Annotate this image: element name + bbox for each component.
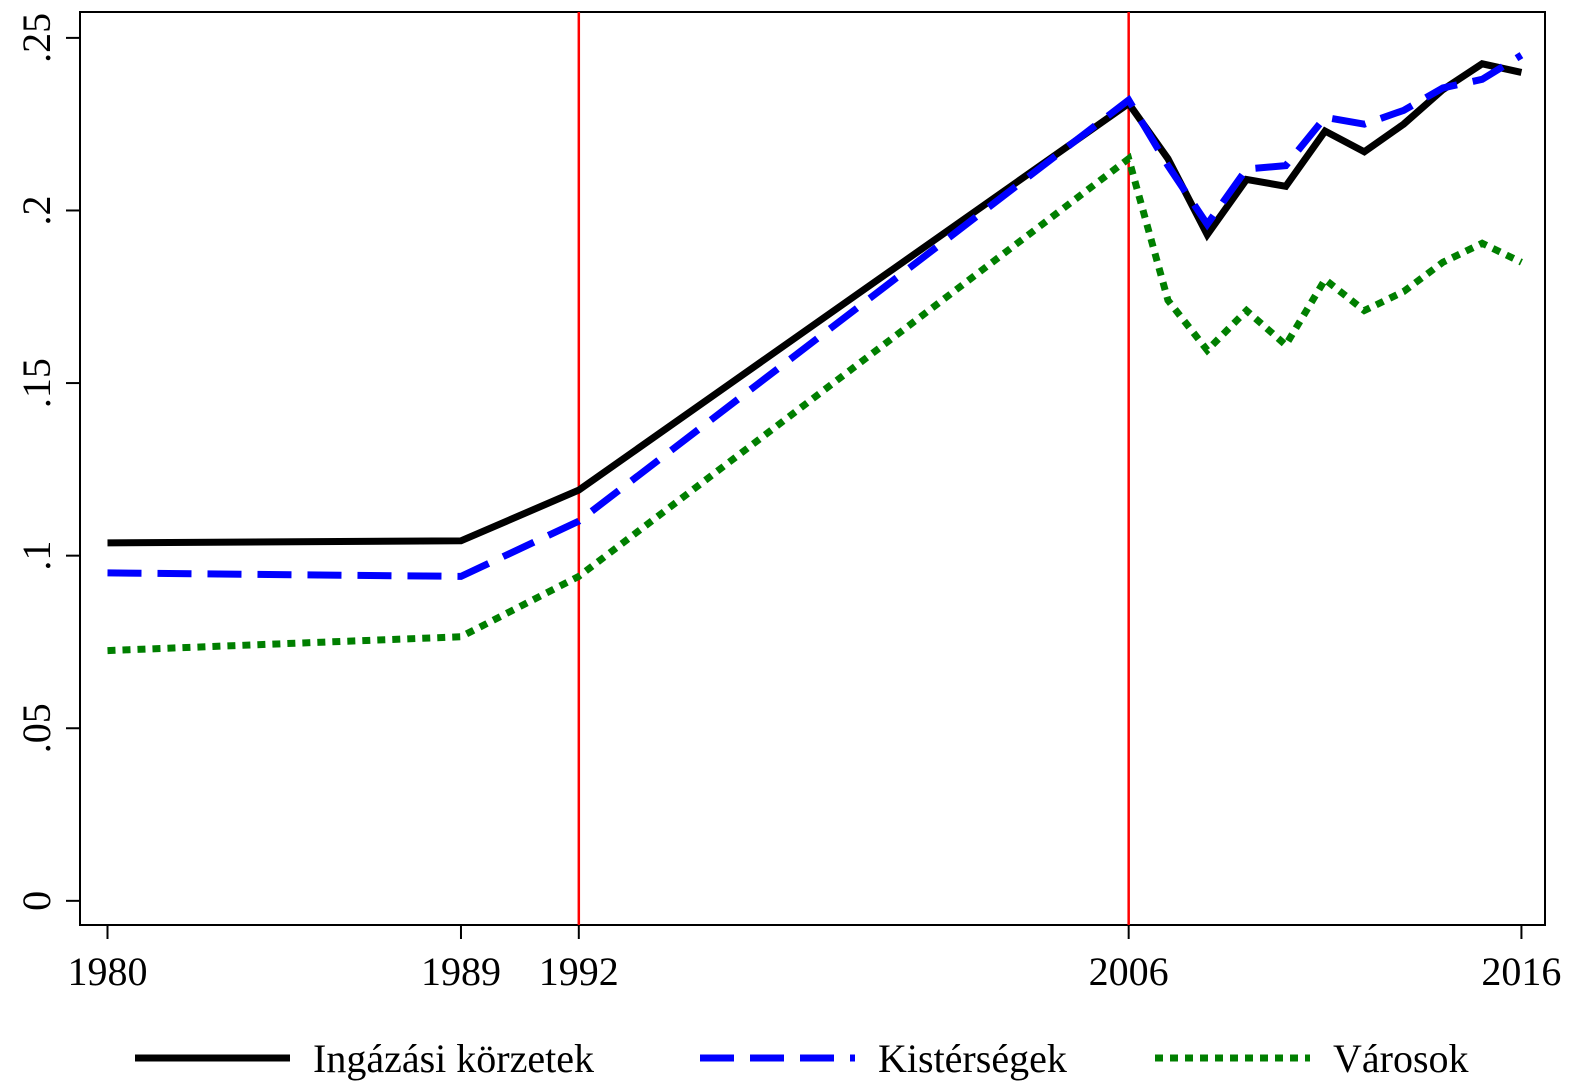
x-tick-label: 1992 — [539, 949, 619, 994]
legend-label: Ingázási körzetek — [313, 1036, 594, 1081]
y-tick-label: .1 — [14, 541, 59, 571]
y-tick-label: .2 — [14, 195, 59, 225]
y-tick-label: .05 — [14, 703, 59, 753]
series-line — [107, 52, 1524, 580]
y-tick-label: .15 — [14, 358, 59, 408]
x-tick-label: 1989 — [421, 949, 501, 994]
y-tick-label: .25 — [14, 13, 59, 63]
x-tick-label: 2016 — [1481, 949, 1561, 994]
legend-label: Kistérségek — [878, 1036, 1067, 1081]
legend-label: Városok — [1333, 1036, 1469, 1081]
series-line — [107, 152, 1523, 655]
plot-frame — [79, 11, 1546, 926]
y-tick-label: 0 — [14, 891, 59, 911]
x-tick-label: 2006 — [1089, 949, 1169, 994]
x-tick-label: 1980 — [67, 949, 147, 994]
